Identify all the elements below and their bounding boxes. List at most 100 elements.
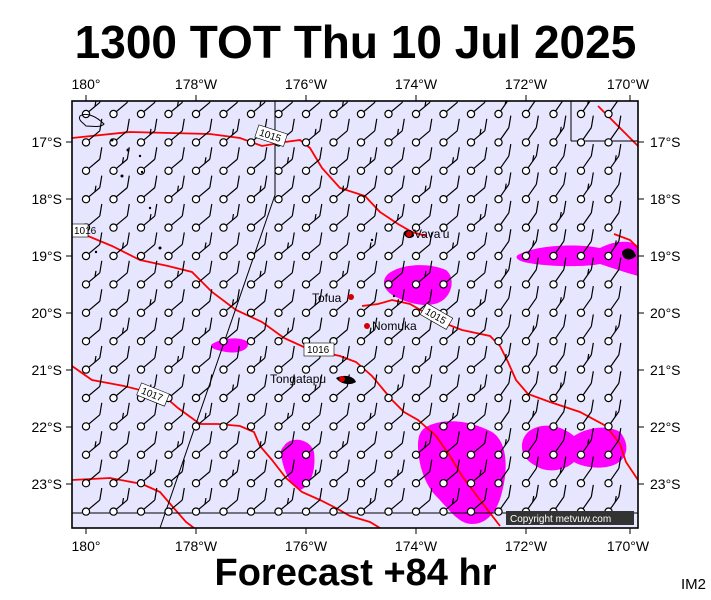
wind-barb [136, 232, 158, 261]
isobar-sw [72, 477, 195, 528]
wind-barb [521, 172, 539, 204]
wind-barb [521, 314, 539, 346]
wind-barb [164, 203, 185, 232]
wind-barb [246, 345, 268, 374]
rain-area-171w [521, 425, 627, 471]
wind-barb [439, 147, 460, 175]
wind-barb [246, 487, 268, 516]
wind-barb [219, 289, 240, 317]
wind-barb [521, 257, 539, 289]
lon-label-top-172w: 172°W [505, 76, 548, 92]
wind-barb [191, 147, 213, 175]
wind-barb [384, 118, 405, 147]
wind-barb [411, 431, 433, 459]
wind-barb [356, 402, 378, 431]
wind-barb [494, 427, 512, 459]
wind-barb [329, 147, 350, 175]
lon-label-bottom-178w: 178°W [175, 538, 218, 554]
wind-barb [246, 402, 268, 431]
wind-barb [301, 431, 323, 459]
wind-barb [384, 175, 405, 204]
wind-barb [576, 172, 594, 204]
wind-barb [81, 232, 103, 261]
wind-barb [81, 345, 103, 374]
wind-barb [164, 317, 185, 346]
wind-barb [494, 484, 512, 516]
wind-barb [439, 459, 460, 488]
wind-barb [109, 232, 130, 261]
wind-barb [384, 101, 404, 119]
wind-barb [384, 260, 405, 289]
wind-barb [494, 115, 512, 147]
tick-marks [66, 95, 644, 534]
wind-barb [136, 118, 158, 147]
wind-barb [191, 118, 213, 147]
wind-barb [191, 402, 213, 431]
wind-barb [439, 232, 460, 261]
wind-barb [219, 345, 240, 374]
wind-barb [164, 260, 185, 289]
wind-barb [301, 232, 323, 261]
wind-barb [439, 203, 460, 232]
wind-barb [384, 487, 405, 516]
wind-barb [246, 232, 268, 261]
wind-barb [81, 118, 103, 147]
place-label-nomuka: Nomuka [372, 319, 417, 333]
wind-barb [439, 317, 460, 346]
wind-barb [466, 232, 488, 261]
wind-barb [356, 317, 378, 346]
wind-barb [219, 260, 240, 289]
wind-barb [521, 229, 539, 261]
wind-barb [246, 147, 268, 175]
lat-label-left-22s: 22°S [31, 419, 62, 435]
wind-barb [329, 345, 350, 374]
wind-barb [356, 487, 378, 516]
wind-barb [604, 172, 622, 204]
wind-barb [384, 147, 405, 175]
map-frame [71, 100, 639, 529]
wind-barb [439, 345, 460, 374]
wind-barb [136, 260, 158, 289]
wind-barb [356, 260, 378, 289]
isobar-ne [597, 105, 638, 147]
wind-barb [219, 232, 240, 261]
wind-barb [549, 200, 567, 232]
wind-barb [604, 229, 622, 261]
wind-barb [521, 427, 539, 459]
wind-barb [301, 203, 323, 232]
wind-barb [109, 289, 130, 317]
wind-barb [439, 101, 459, 119]
wind-barb [411, 175, 433, 204]
tofua-dot [348, 294, 354, 300]
wind-barb [274, 232, 295, 261]
wind-barb [494, 229, 512, 261]
lon-label-bottom-172w: 172°W [505, 538, 548, 554]
wind-barb [466, 260, 488, 289]
wind-barb [219, 431, 240, 459]
wind-barb [384, 431, 405, 459]
wind-barb [521, 285, 539, 317]
wind-barb [466, 147, 488, 175]
wind-barb [411, 147, 433, 175]
wind-barb [356, 147, 378, 175]
place-label-vavau: Vava'u [414, 227, 449, 241]
wind-barb [521, 200, 539, 232]
wind-barb [81, 317, 103, 346]
wind-barb [494, 285, 512, 317]
wind-barb [466, 374, 488, 403]
wind-barb [411, 101, 431, 119]
wind-barb [301, 459, 323, 488]
rain-area-173w [418, 421, 506, 524]
wind-barb [549, 257, 567, 289]
wind-barb [439, 175, 460, 204]
wind-barb [274, 345, 295, 374]
wind-barb [549, 285, 567, 317]
wind-barb [604, 314, 622, 346]
wind-barb [191, 487, 213, 516]
nomuka-dot [364, 323, 370, 329]
wind-barb [329, 431, 350, 459]
wind-barb [466, 487, 488, 516]
lat-label-right-18s: 18°S [650, 191, 681, 207]
wind-barb [411, 260, 433, 289]
wind-barb [576, 427, 594, 459]
